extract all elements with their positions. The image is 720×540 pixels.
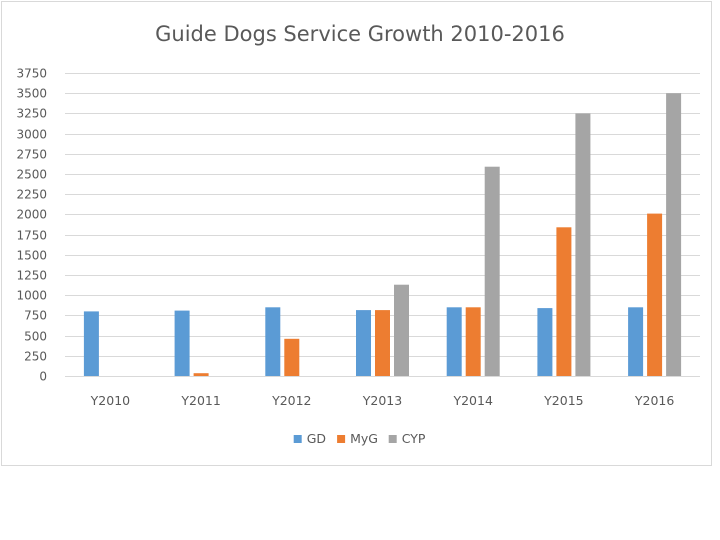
bar-gd-y2010: [83, 311, 99, 376]
bar-cyp-y2014: [484, 166, 500, 376]
x-tick-label: Y2013: [362, 393, 402, 408]
x-tick-label: Y2011: [180, 393, 220, 408]
y-tick-label: 3500: [16, 87, 47, 101]
bar-cyp-y2013: [394, 284, 409, 376]
bar-gd-y2012: [265, 307, 281, 376]
chart-title: Guide Dogs Service Growth 2010-2016: [155, 22, 565, 46]
x-tick-label: Y2014: [452, 393, 492, 408]
bar-myg-y2012: [284, 338, 300, 376]
legend-swatch: [293, 435, 302, 443]
bar-myg-y2011: [193, 373, 209, 376]
category-group: [628, 93, 682, 376]
y-tick-label: 3750: [16, 67, 47, 81]
y-tick-label: 250: [24, 350, 47, 364]
y-tick-label: 2000: [16, 208, 47, 222]
bar-gd-y2014: [446, 307, 462, 376]
bar-myg-y2016: [647, 213, 663, 376]
x-tick-label: Y2010: [90, 393, 130, 408]
bar-gd-y2011: [174, 310, 190, 376]
legend: GD MyG CYP: [293, 431, 426, 446]
y-tick-label: 1250: [16, 269, 47, 283]
x-tick-label: Y2012: [271, 393, 311, 408]
bar-cyp-y2015: [575, 113, 591, 377]
y-tick-label: 500: [24, 330, 47, 344]
y-tick-label: 3250: [16, 107, 47, 121]
y-tick-label: 2500: [16, 168, 47, 182]
y-tick-label: 2250: [16, 188, 47, 202]
y-tick-label: 1500: [16, 249, 47, 263]
bar-myg-y2013: [375, 310, 390, 376]
category-group: [446, 166, 500, 376]
category-group: [83, 311, 99, 376]
legend-item-gd: GD: [293, 431, 326, 446]
y-tick-label: 3000: [16, 128, 47, 142]
legend-swatch: [337, 435, 346, 443]
y-tick-label: 1000: [16, 289, 47, 303]
x-axis-tick-labels: Y2010 Y2011 Y2012 Y2013 Y2014 Y2015 Y2016: [90, 393, 675, 408]
legend-label: GD: [307, 431, 326, 446]
x-tick-label: Y2015: [543, 393, 583, 408]
category-group: [537, 113, 591, 377]
legend-label: CYP: [402, 431, 426, 446]
legend-label: MyG: [350, 431, 378, 446]
legend-item-myg: MyG: [337, 431, 378, 446]
category-group: [174, 310, 209, 376]
chart-area: [1, 1, 712, 466]
bar-gd-y2015: [537, 308, 553, 376]
bar-gd-y2013: [356, 310, 371, 376]
bars: [83, 93, 682, 377]
y-tick-label: 0: [39, 370, 47, 384]
bar-gd-y2016: [628, 307, 644, 376]
bar-myg-y2015: [556, 227, 572, 376]
category-group: [356, 284, 409, 376]
gridlines: [65, 73, 700, 377]
y-tick-label: 2750: [16, 148, 47, 162]
y-tick-label: 1750: [16, 229, 47, 243]
category-group: [265, 307, 300, 376]
legend-swatch: [388, 435, 397, 443]
y-tick-label: 750: [24, 309, 47, 323]
y-axis-tick-labels: 0 250 500 750 1000 1250 1500 1750 2000 2250 2500 27…: [16, 67, 47, 384]
bar-cyp-y2016: [666, 93, 682, 376]
legend-item-cyp: CYP: [388, 431, 426, 446]
bar-myg-y2014: [465, 307, 481, 376]
x-tick-label: Y2016: [634, 393, 674, 408]
